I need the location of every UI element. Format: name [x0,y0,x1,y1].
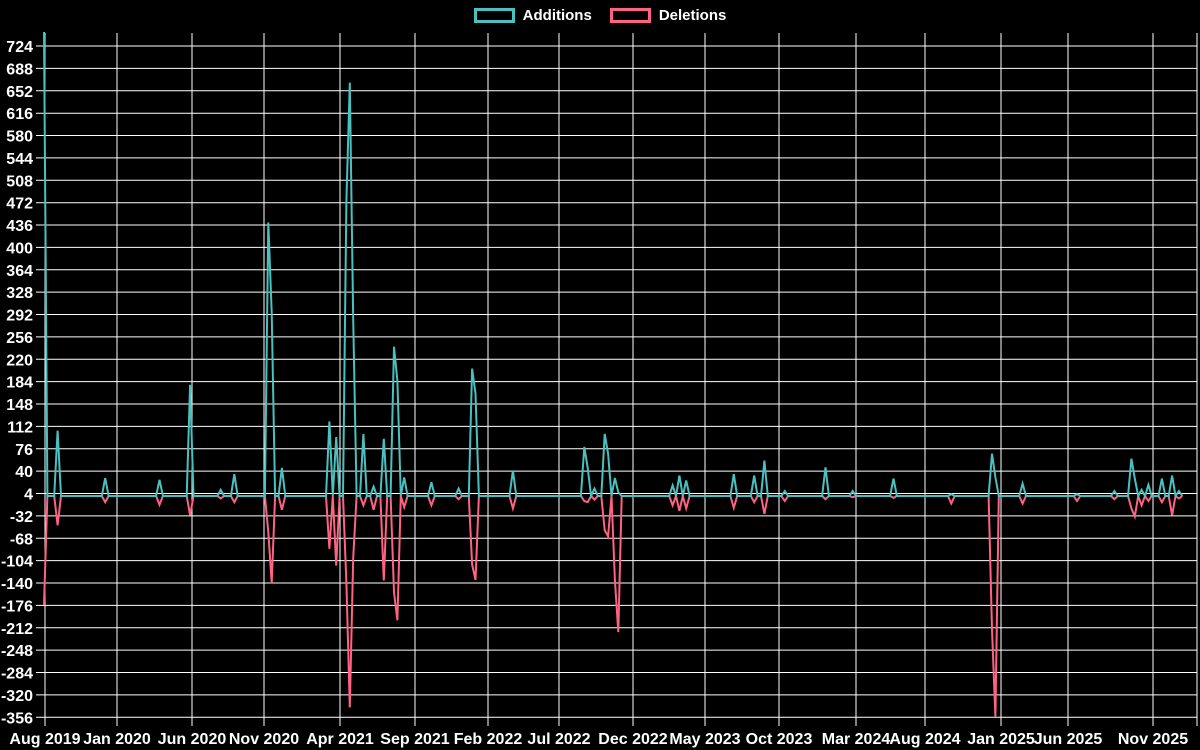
y-axis-tick-label: 148 [6,397,33,414]
y-axis-tick-label: 688 [6,61,33,78]
x-axis-tick-label: Jun 2020 [158,731,227,748]
y-axis-tick-label: 256 [6,330,33,347]
x-axis-tick-label: May 2023 [669,731,740,748]
y-axis-tick-label: 616 [6,106,33,123]
y-axis-tick-label: -212 [1,621,33,638]
y-axis-tick-label: -176 [1,598,33,615]
y-axis-tick-label: 40 [15,464,33,481]
y-axis-tick-label: -320 [1,688,33,705]
x-axis-tick-label: Dec 2022 [598,731,667,748]
legend-item-deletions[interactable]: Deletions [609,7,727,24]
y-axis-tick-label: 508 [6,173,33,190]
y-axis-tick-label: 724 [6,39,33,56]
additions-legend-label: Additions [522,7,592,24]
legend-item-additions[interactable]: Additions [473,7,592,24]
y-axis-tick-label: -68 [10,531,33,548]
x-axis-tick-label: Jun 2025 [1034,731,1103,748]
y-axis-tick-label: 292 [6,308,33,325]
y-axis-tick-label: 112 [7,419,33,436]
deletions-legend-label: Deletions [658,7,727,24]
x-axis-tick-label: Mar 2024 [822,731,891,748]
additions-legend-swatch [473,8,515,23]
y-axis-tick-label: 652 [6,84,33,101]
x-axis-tick-label: Nov 2025 [1118,731,1188,748]
y-axis-tick-label: 4 [24,487,33,504]
y-axis-tick-label: 76 [15,442,33,459]
y-axis-tick-label: 328 [6,285,33,302]
y-axis-tick-label: -356 [1,710,33,727]
x-axis-tick-label: Jan 2025 [967,731,1035,748]
chart-legend: Additions Deletions [0,8,1200,23]
y-axis-tick-label: -32 [10,509,33,526]
y-axis-tick-label: -104 [1,554,33,571]
y-axis-tick-label: 364 [6,263,33,280]
x-axis-tick-label: Jul 2022 [527,731,590,748]
x-axis-tick-label: Sep 2021 [380,731,449,748]
x-axis-tick-label: Jan 2020 [83,731,151,748]
x-axis-tick-label: Oct 2023 [746,731,813,748]
y-axis-tick-label: 580 [6,129,33,146]
y-axis-tick-label: 220 [6,352,33,369]
y-axis-tick-label: -248 [1,643,33,660]
y-axis-tick-label: 184 [6,375,33,392]
x-axis-tick-label: Aug 2024 [889,731,960,748]
additions-series-line [43,32,1184,500]
x-axis-tick-label: Aug 2019 [9,731,80,748]
deletions-legend-swatch [609,8,651,23]
y-axis-tick-label: -140 [1,576,33,593]
y-axis-tick-label: 436 [6,218,33,235]
x-axis-tick-label: Nov 2020 [229,731,299,748]
y-axis-tick-label: 400 [6,240,33,257]
x-axis-tick-label: Feb 2022 [454,731,523,748]
y-axis-tick-label: 544 [6,151,33,168]
deletions-series-line [43,492,1183,717]
y-axis-tick-label: 472 [6,196,33,213]
y-axis-tick-label: -284 [1,666,33,683]
x-axis-tick-label: Apr 2021 [306,731,374,748]
